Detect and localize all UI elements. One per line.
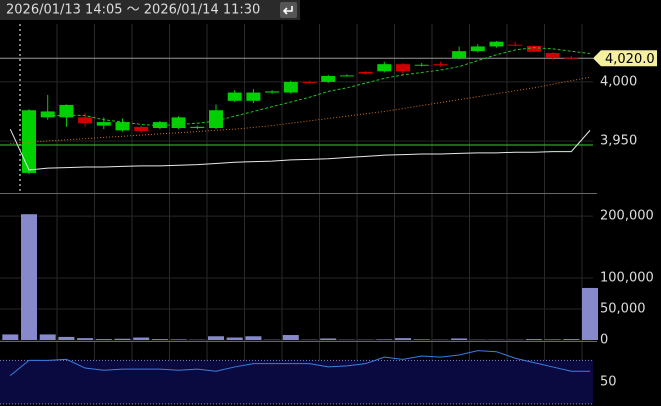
- y-tick-label: 3,950: [600, 134, 637, 149]
- volume-bar: [58, 336, 75, 340]
- y-tick-label: 4,000: [600, 74, 637, 89]
- volume-bar: [525, 339, 542, 340]
- candle-body: [171, 117, 186, 128]
- volume-bar: [395, 338, 411, 340]
- indicator-line: [10, 76, 591, 144]
- volume-bar: [563, 339, 580, 340]
- y-tick-label: 0: [600, 333, 608, 348]
- candle-body: [564, 57, 579, 59]
- candle-body: [358, 71, 373, 74]
- candle-body: [433, 64, 448, 66]
- y-tick-label: 50: [600, 375, 617, 390]
- candle-body: [59, 104, 74, 118]
- candle-body: [452, 51, 467, 59]
- candle-body: [377, 64, 392, 72]
- candle-body: [321, 76, 336, 82]
- indicator-line: [9, 128, 591, 171]
- volume-bar: [245, 336, 262, 340]
- last-price-tag: [593, 50, 657, 67]
- volume-bar: [208, 336, 224, 340]
- volume-bar: [151, 339, 168, 340]
- band-fill: [0, 360, 593, 404]
- date-range: 2026/01/13 14:05 ～ 2026/01/14 11:30: [6, 3, 260, 18]
- candle-body: [40, 111, 55, 118]
- volume-bar: [170, 339, 187, 340]
- volume-bar: [320, 338, 337, 340]
- candle-body: [489, 41, 504, 47]
- oscillator-line: [9, 350, 590, 377]
- candle-body: [190, 126, 205, 128]
- volume-bar: [544, 339, 561, 340]
- return-button-bg[interactable]: [280, 2, 297, 18]
- candle-body: [302, 81, 317, 83]
- candle-body: [508, 44, 523, 46]
- volume-bar: [282, 335, 299, 340]
- volume-bar: [451, 338, 468, 340]
- candle-body: [246, 92, 261, 101]
- candle-body: [134, 126, 149, 131]
- volume-bar: [39, 334, 56, 340]
- candle-body: [396, 64, 410, 72]
- y-tick-label: 100,000: [600, 271, 654, 286]
- header-bar: [0, 0, 300, 20]
- volume-bar: [95, 339, 112, 340]
- candle-body: [470, 46, 485, 52]
- volume-bar: [582, 287, 598, 340]
- volume-bar: [114, 338, 131, 340]
- indicator-line: [47, 47, 591, 127]
- candle-body: [545, 52, 560, 58]
- candle-body: [78, 117, 93, 124]
- volume-bar: [226, 337, 243, 340]
- y-tick-label: 200,000: [600, 209, 654, 224]
- candle-body: [414, 64, 429, 66]
- y-tick-label: 50,000: [600, 302, 646, 317]
- candle-body: [526, 45, 541, 52]
- candle-body: [152, 122, 167, 128]
- candle-body: [339, 75, 354, 77]
- candle-body: [96, 122, 111, 126]
- volume-bar: [21, 214, 37, 340]
- candle-body: [209, 110, 223, 128]
- candle-body: [227, 92, 242, 101]
- candle-body: [283, 81, 298, 93]
- return-icon[interactable]: [282, 6, 293, 15]
- candle-body: [22, 110, 36, 173]
- return-button[interactable]: [280, 2, 297, 18]
- volume-bar: [376, 339, 393, 340]
- volume-bar: [77, 338, 94, 340]
- candle-body: [265, 91, 280, 93]
- volume-bar: [413, 339, 430, 340]
- last-price-label: 4,020.0: [605, 52, 655, 67]
- candle-body: [115, 122, 130, 131]
- volume-bar: [133, 337, 150, 340]
- volume-bar: [2, 334, 19, 340]
